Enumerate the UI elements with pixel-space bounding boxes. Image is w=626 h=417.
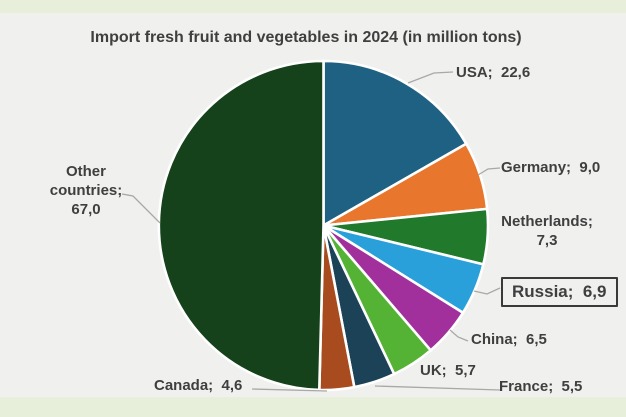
label-canada: Canada; 4,6	[154, 377, 243, 394]
pie-slice-other-countries	[157, 59, 325, 392]
leader-other-countries	[121, 193, 161, 224]
chart-title: Import fresh fruit and vegetables in 202…	[90, 29, 522, 46]
pie-slices	[157, 59, 490, 392]
pie-slice-usa	[322, 59, 468, 227]
leader-germany	[477, 167, 501, 176]
label-china: China; 6,5	[471, 331, 547, 348]
leader-canada	[251, 388, 328, 392]
label-uk: UK; 5,7	[420, 362, 476, 379]
label-russia-highlight-box: Russia; 6,9	[501, 277, 618, 308]
leader-lines	[121, 71, 501, 392]
leader-usa	[407, 71, 454, 84]
leader-russia	[473, 287, 501, 295]
label-other-countries: Other countries; 67,0	[49, 163, 123, 218]
label-germany: Germany; 9,0	[501, 159, 601, 176]
label-usa: USA; 22,6	[456, 64, 531, 81]
label-netherlands: Netherlands; 7,3	[501, 213, 593, 249]
label-france: France; 5,5	[499, 378, 583, 395]
leader-china	[449, 329, 469, 342]
leader-france	[374, 385, 501, 391]
